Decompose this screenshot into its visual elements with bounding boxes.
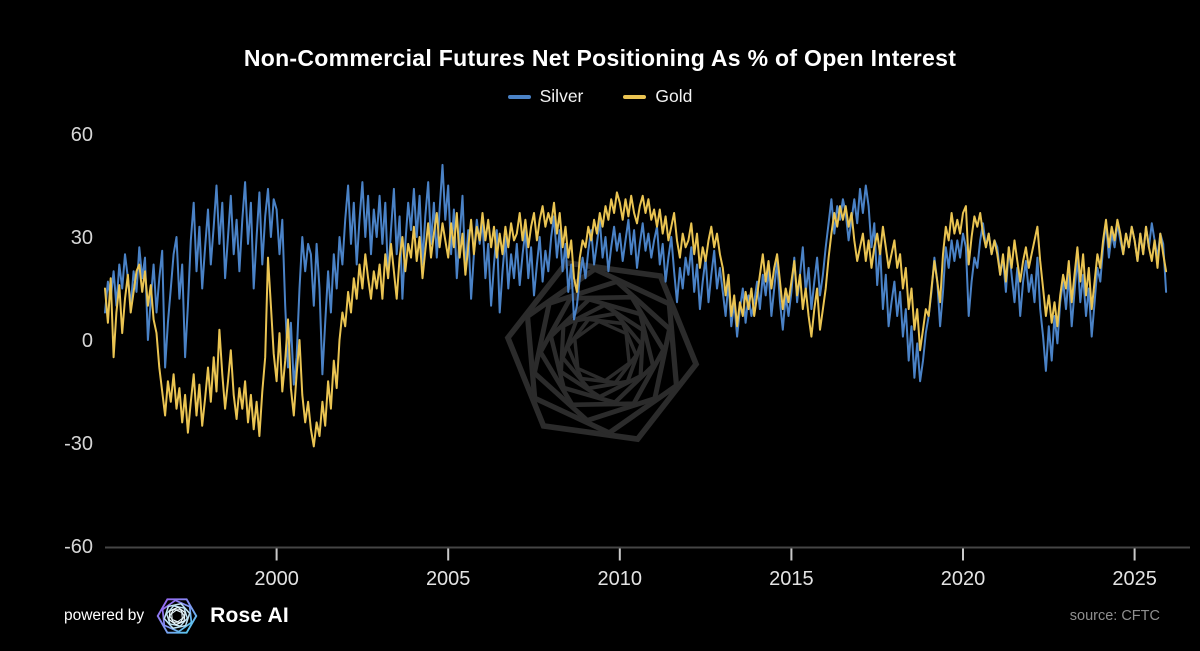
rose-ai-logo-ring: [169, 609, 185, 623]
gold-swatch-icon: [623, 94, 647, 99]
legend-item-silver: Silver: [507, 86, 584, 107]
powered-by-badge: powered by Rose AI: [64, 594, 289, 638]
x-tick-label: 2010: [598, 568, 643, 590]
x-tick-label: 2020: [941, 568, 986, 590]
watermark-rose-icon: [531, 278, 673, 424]
rose-ai-logo-ring: [163, 602, 191, 630]
watermark-rose-icon: [504, 259, 700, 443]
rose-ai-logo-ring: [165, 605, 189, 627]
powered-by-text: powered by: [64, 607, 145, 624]
chart-legend: Silver Gold: [0, 86, 1200, 107]
chart-title: Non-Commercial Futures Net Positioning A…: [243, 45, 957, 71]
rose-ai-logo-ring: [168, 606, 186, 626]
source-attribution: source: CFTC: [1069, 608, 1160, 624]
legend-item-gold: Gold: [623, 86, 692, 107]
rose-ai-logo-icon: [156, 598, 198, 634]
y-tick-label: 0: [82, 330, 93, 352]
legend-label-silver: Silver: [539, 86, 584, 106]
gold-series-line: [104, 191, 1168, 448]
watermark-rose-icon: [548, 296, 656, 406]
watermark-rose-icon: [565, 317, 639, 385]
x-tick-label: 2025: [1112, 568, 1157, 590]
y-tick-label: 60: [71, 124, 93, 146]
y-tick-label: -60: [64, 536, 93, 558]
watermark-rose-icon: [560, 311, 644, 391]
watermark-rose-icon: [573, 319, 631, 383]
y-tick-label: -30: [64, 433, 93, 455]
rose-ai-logo-ring: [171, 609, 183, 623]
rose-ai-logo-ring: [161, 599, 193, 633]
x-tick-label: 2000: [254, 568, 299, 590]
y-tick-label: 30: [71, 227, 93, 249]
x-tick-label: 2015: [769, 568, 814, 590]
watermark-rose-icon: [537, 294, 667, 408]
legend-label-gold: Gold: [655, 86, 693, 106]
x-tick-label: 2005: [426, 568, 471, 590]
silver-swatch-icon: [507, 94, 531, 99]
watermark-rose-icon: [558, 302, 646, 400]
rose-ai-logo-ring: [156, 598, 198, 634]
watermark-rose-icon: [524, 266, 680, 436]
rose-ai-brand-text: Rose AI: [210, 604, 289, 627]
